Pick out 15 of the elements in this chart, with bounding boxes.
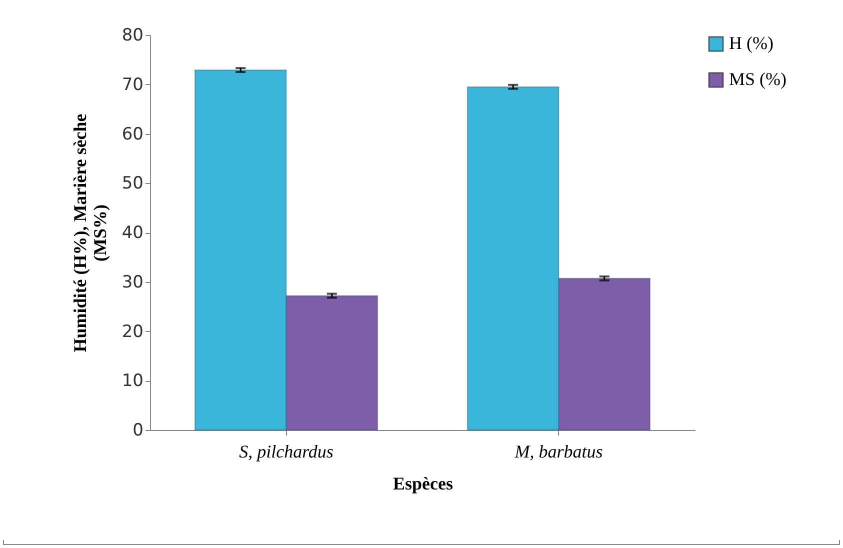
x-tick-label: S, pilchardus <box>239 442 334 462</box>
x-tick-label: M, barbatus <box>514 442 603 462</box>
legend-label: MS (%) <box>729 69 787 89</box>
y-tick-label: 70 <box>122 74 144 95</box>
legend-label: H (%) <box>729 33 774 53</box>
x-axis-title: Espèces <box>393 474 453 494</box>
y-tick-label: 20 <box>122 322 144 342</box>
y-tick-label: 50 <box>122 174 144 194</box>
y-tick-label: 10 <box>122 371 144 392</box>
y-tick-label: 80 <box>122 26 144 46</box>
y-tick-label: 0 <box>132 420 144 440</box>
y-tick-label: 40 <box>122 223 144 243</box>
y-tick-label: 30 <box>122 272 144 292</box>
y-axis-title: Humidité (H%), Marière sèche (MS%) <box>70 114 110 352</box>
y-tick-label: 60 <box>122 124 144 144</box>
